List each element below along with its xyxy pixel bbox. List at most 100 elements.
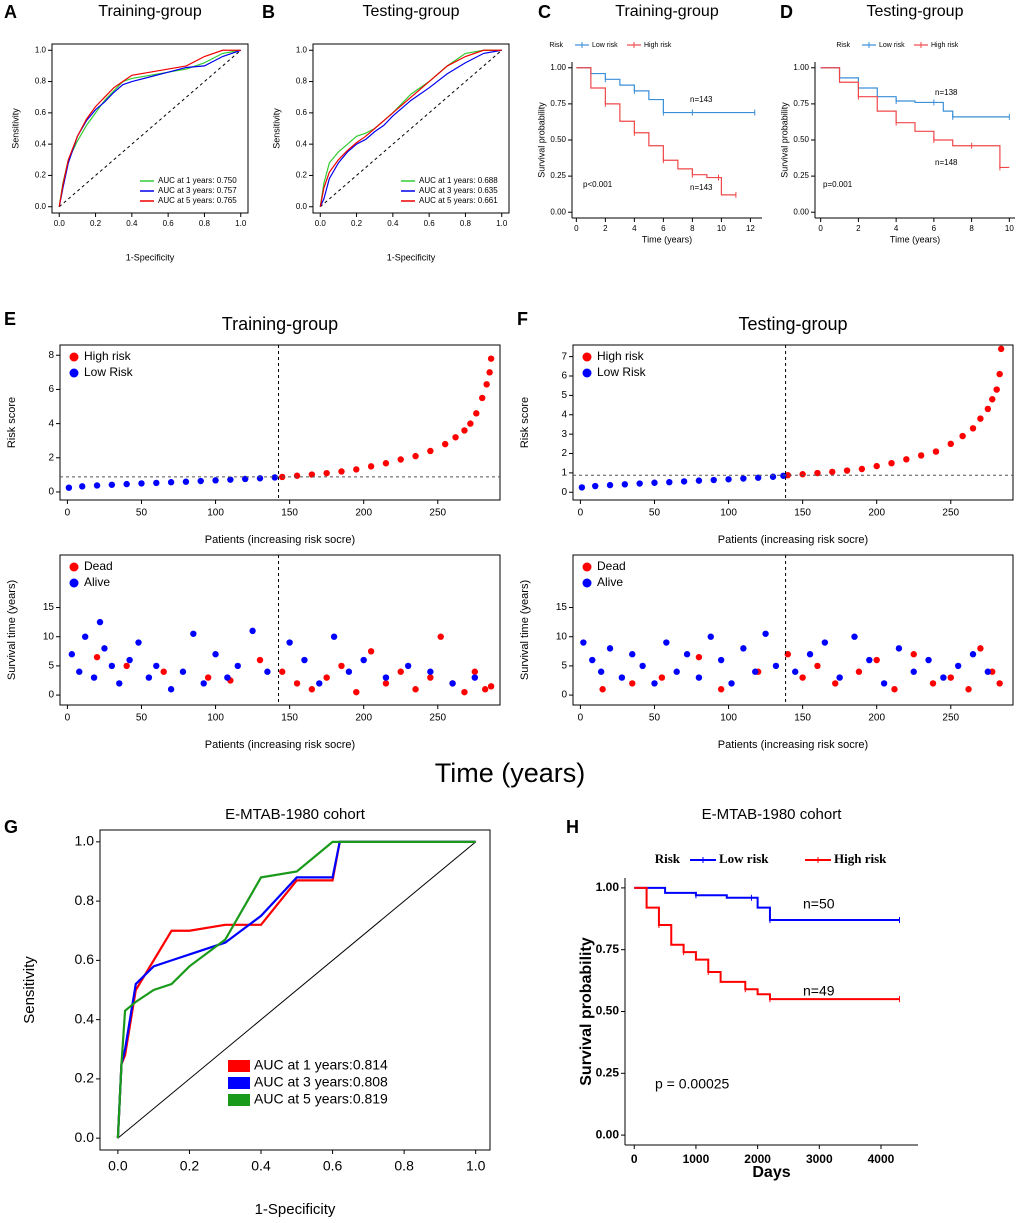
- point: [629, 651, 636, 658]
- y-tick-label: 0.0: [296, 202, 308, 211]
- point: [271, 474, 279, 481]
- x-tick-label: 0.0: [315, 219, 327, 228]
- y-axis-label: Survival probability: [578, 937, 595, 1086]
- x-tick-label: 250: [942, 508, 959, 519]
- point: [888, 459, 895, 467]
- point: [256, 475, 264, 482]
- legend-marker: [69, 578, 79, 588]
- y-axis-label: Survival probability: [536, 102, 546, 178]
- point: [965, 686, 972, 693]
- point: [947, 674, 954, 681]
- y-tick-label: 0.8: [75, 892, 95, 908]
- point: [707, 633, 714, 640]
- point: [212, 651, 219, 658]
- point: [780, 472, 787, 479]
- panel-letter: G: [4, 817, 18, 837]
- y-tick-label: 0.75: [793, 99, 809, 108]
- y-tick-label: 15: [556, 602, 568, 613]
- point: [993, 386, 1000, 393]
- x-tick-label: 150: [281, 713, 298, 724]
- legend-marker: [582, 562, 592, 572]
- point: [286, 639, 293, 646]
- point: [866, 656, 873, 664]
- legend-label: AUC at 3 years:0.808: [254, 1074, 388, 1090]
- legend-swatch: [228, 1094, 250, 1106]
- point: [427, 668, 434, 675]
- point: [666, 478, 673, 486]
- shared-axis-caption: Time (years): [435, 758, 586, 788]
- point: [717, 656, 725, 664]
- annotation: n=143: [690, 183, 713, 192]
- x-tick-label: 100: [720, 508, 737, 519]
- point: [969, 425, 977, 432]
- point: [197, 477, 204, 485]
- x-tick-label: 2: [856, 224, 861, 233]
- legend-title: Risk: [655, 851, 681, 866]
- x-tick-label: 3000: [806, 1152, 833, 1166]
- y-tick-label: 1.00: [550, 63, 566, 72]
- y-tick-label: 0.25: [596, 1065, 620, 1079]
- x-tick-label: 0.8: [394, 1158, 414, 1174]
- point: [323, 674, 330, 681]
- point: [784, 651, 792, 658]
- x-tick-label: 1.0: [496, 219, 508, 228]
- plot-frame: [312, 43, 510, 214]
- point: [345, 668, 353, 675]
- y-tick-label: 5: [561, 390, 567, 401]
- y-tick-label: 0.4: [75, 1010, 95, 1026]
- point: [487, 355, 495, 362]
- point: [821, 639, 829, 646]
- y-tick-label: 5: [48, 661, 54, 672]
- point: [599, 686, 606, 693]
- point: [145, 674, 153, 681]
- annotation: n=143: [690, 95, 713, 104]
- panel-letter: E: [4, 309, 16, 329]
- point: [449, 680, 456, 687]
- x-tick-label: 50: [136, 713, 148, 724]
- point: [710, 476, 717, 484]
- x-tick-label: 0.0: [54, 219, 66, 228]
- point: [717, 686, 725, 693]
- y-axis-label: Sensitivity: [10, 108, 20, 149]
- plot-frame: [59, 554, 501, 706]
- y-tick-label: 0.8: [35, 77, 47, 86]
- x-axis-label: Days: [752, 1164, 790, 1181]
- point: [397, 456, 404, 463]
- x-tick-label: 12: [746, 224, 755, 233]
- y-tick-label: 3: [561, 429, 567, 440]
- point: [483, 381, 490, 388]
- x-tick-label: 0.0: [108, 1158, 128, 1174]
- point: [969, 651, 977, 658]
- y-tick-label: 1.00: [596, 880, 620, 894]
- point: [249, 627, 256, 635]
- point: [772, 662, 780, 670]
- legend-title: Risk: [836, 42, 850, 49]
- y-tick-label: 0.0: [75, 1129, 95, 1145]
- x-tick-label: 0: [574, 224, 579, 233]
- x-tick-label: 100: [207, 713, 224, 724]
- point: [108, 662, 116, 670]
- reference-line: [319, 49, 503, 208]
- point: [663, 639, 670, 646]
- point: [740, 475, 747, 482]
- point: [855, 668, 863, 675]
- point: [728, 680, 735, 687]
- point: [308, 471, 316, 478]
- x-tick-label: 1.0: [466, 1158, 486, 1174]
- x-tick-label: 10: [1005, 224, 1014, 233]
- legend-label: AUC at 5 years: 0.661: [419, 196, 498, 205]
- x-tick-label: 150: [794, 508, 811, 519]
- x-tick-label: 250: [429, 508, 446, 519]
- y-axis-label: Risk score: [519, 397, 531, 448]
- x-tick-label: 0: [578, 713, 584, 724]
- point: [101, 645, 108, 652]
- point: [93, 482, 101, 489]
- annotation: n=50: [803, 896, 835, 912]
- legend-label: Low Risk: [597, 365, 647, 379]
- x-tick-label: 0.2: [180, 1158, 200, 1174]
- point: [880, 680, 888, 687]
- annotation: p=0.001: [823, 180, 853, 189]
- x-tick-label: 0.4: [126, 219, 138, 228]
- point: [814, 662, 821, 670]
